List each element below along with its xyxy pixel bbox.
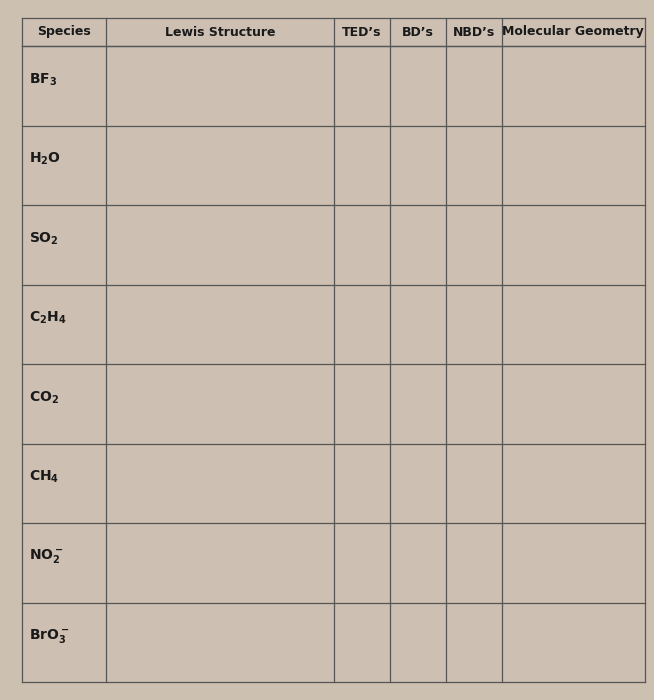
Text: $\mathbf{SO_2}$: $\mathbf{SO_2}$ bbox=[29, 230, 59, 246]
Text: $\mathbf{BrO_3^-}$: $\mathbf{BrO_3^-}$ bbox=[29, 627, 69, 645]
Text: $\mathbf{CO_2}$: $\mathbf{CO_2}$ bbox=[29, 389, 59, 405]
Text: TED’s: TED’s bbox=[342, 25, 381, 38]
Text: BD’s: BD’s bbox=[402, 25, 434, 38]
Text: $\mathbf{BF_3}$: $\mathbf{BF_3}$ bbox=[29, 71, 57, 88]
Text: Lewis Structure: Lewis Structure bbox=[165, 25, 275, 38]
Text: Species: Species bbox=[37, 25, 91, 38]
Text: Molecular Geometry: Molecular Geometry bbox=[502, 25, 644, 38]
Text: $\mathbf{NO_2^-}$: $\mathbf{NO_2^-}$ bbox=[29, 547, 63, 566]
Text: $\mathbf{CH_4}$: $\mathbf{CH_4}$ bbox=[29, 469, 60, 485]
Text: $\mathbf{H_2O}$: $\mathbf{H_2O}$ bbox=[29, 150, 61, 167]
Text: $\mathbf{C_2H_4}$: $\mathbf{C_2H_4}$ bbox=[29, 309, 67, 326]
Text: NBD’s: NBD’s bbox=[453, 25, 495, 38]
